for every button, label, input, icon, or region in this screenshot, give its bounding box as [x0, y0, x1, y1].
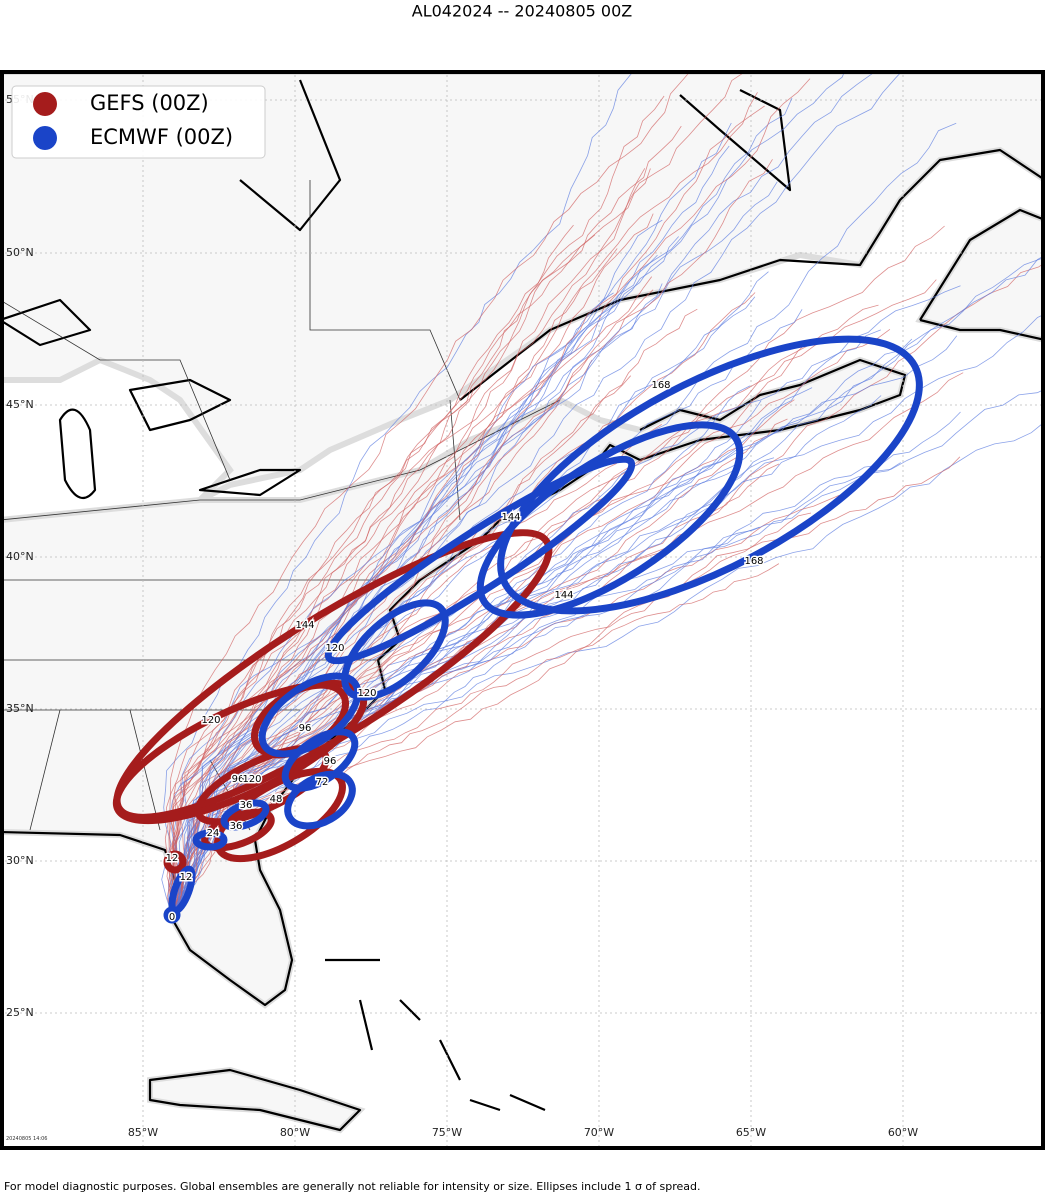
ellipse-label: 168: [651, 380, 670, 391]
ensemble-track: [171, 125, 682, 916]
lat-label: 40°N: [6, 550, 34, 563]
ensemble-track: [170, 276, 653, 916]
ensemble-track: [164, 168, 651, 916]
ellipse-label: 36: [240, 800, 253, 811]
ellipse-label: 48: [270, 794, 283, 805]
lon-label: 75°W: [432, 1126, 462, 1139]
ensemble-track: [169, 145, 730, 916]
legend-swatch: [33, 126, 57, 150]
legend-label: GEFS (00Z): [90, 91, 209, 115]
ensemble-track: [171, 263, 1043, 916]
timestamp: 20240805 14:06: [6, 1136, 47, 1142]
ellipse-labels: 1224369612012014401236487296961201201441…: [164, 379, 765, 925]
ensemble-track: [171, 105, 765, 916]
lat-label: 30°N: [6, 854, 34, 867]
lon-label: 80°W: [280, 1126, 310, 1139]
lon-label: 70°W: [584, 1126, 614, 1139]
ensemble-track: [171, 72, 845, 916]
ellipse-label: 36: [230, 821, 243, 832]
ensemble-track: [170, 224, 574, 916]
ellipse-label: 144: [295, 620, 314, 631]
ensemble-track: [171, 92, 758, 916]
ellipse-label: 120: [325, 643, 344, 654]
ensemble-track: [171, 168, 646, 916]
ellipse-label: 120: [357, 688, 376, 699]
legend-box: [11, 85, 266, 159]
map: 1224369612012014401236487296961201201441…: [2, 72, 1043, 1148]
graticule: [2, 72, 1043, 1148]
ensemble-track: [171, 457, 775, 916]
ellipse-label: 96: [232, 774, 245, 785]
lon-label: 85°W: [128, 1126, 158, 1139]
lon-label: 60°W: [888, 1126, 918, 1139]
coastlines: [2, 79, 1043, 1132]
lat-label: 45°N: [6, 398, 34, 411]
ellipse-label: 12: [180, 872, 193, 883]
ellipse-label: 144: [554, 590, 573, 601]
ellipse-label: 72: [316, 777, 329, 788]
legend: GEFS (00Z) ECMWF (00Z): [11, 85, 266, 159]
map-frame: [0, 70, 1045, 1150]
ensemble-track: [165, 78, 811, 916]
ellipse-label: 96: [324, 756, 337, 767]
legend-swatch: [33, 92, 57, 116]
footer-note: For model diagnostic purposes. Global en…: [4, 1180, 701, 1193]
ensemble-track: [171, 72, 902, 916]
ellipse-label: 24: [207, 828, 220, 839]
title: AL042024 -- 20240805 00Z: [412, 2, 633, 21]
ensemble-track: [161, 72, 634, 916]
ensemble-track: [171, 308, 698, 916]
ensemble-track: [171, 219, 663, 916]
lon-label: 65°W: [736, 1126, 766, 1139]
ensemble-track: [168, 159, 773, 916]
ensemble-track: [166, 72, 691, 916]
ellipse-label: 168: [744, 556, 763, 567]
ellipse-label: 144: [501, 512, 520, 523]
ensemble-track: [171, 456, 961, 916]
ellipse-label: 12: [166, 853, 179, 864]
ensemble-track: [169, 95, 665, 916]
ellipse-label: 0: [169, 912, 175, 923]
ellipse-label: 120: [242, 774, 261, 785]
ensemble-track: [171, 72, 746, 916]
ecmwf-ellipses: [163, 335, 923, 924]
ensemble-track: [171, 328, 891, 916]
ensemble-track: [171, 72, 876, 916]
graticule-labels: 55°N50°N45°N40°N35°N30°N25°N85°W80°W75°W…: [6, 93, 918, 1139]
ensemble-track: [171, 122, 957, 916]
legend-label: ECMWF (00Z): [90, 125, 233, 149]
ensemble-track: [171, 335, 958, 916]
ellipse-label: 96: [299, 723, 312, 734]
ellipse-label: 120: [201, 715, 220, 726]
lat-label: 35°N: [6, 702, 34, 715]
lat-label: 50°N: [6, 246, 34, 259]
lat-label: 25°N: [6, 1006, 34, 1019]
ensemble-track: [171, 359, 593, 916]
ensemble-track: [170, 387, 813, 916]
